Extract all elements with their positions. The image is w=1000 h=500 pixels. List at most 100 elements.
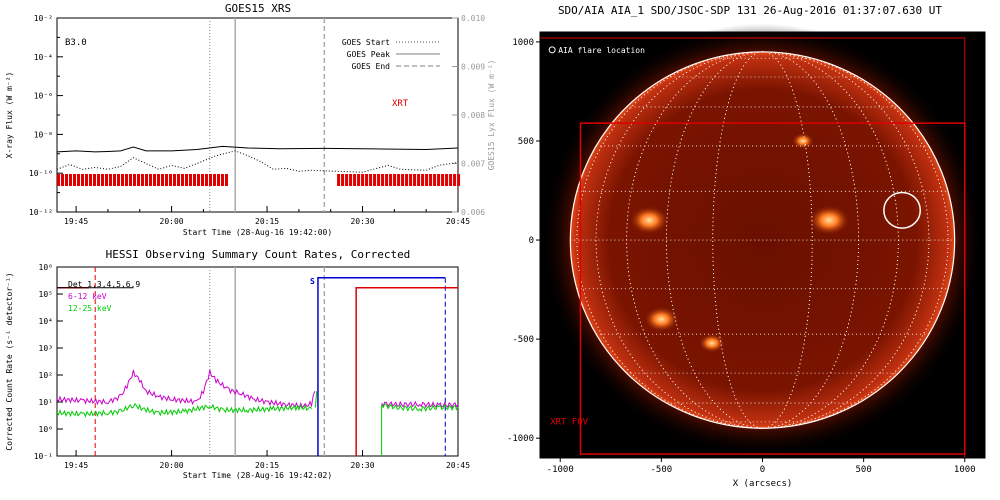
hessi-count-rate-plot: HESSI Observing Summary Count Rates, Cor… [5,250,470,480]
xrt-coverage-tick [145,174,148,186]
x-tick-label: 20:30 [350,461,374,470]
xrt-coverage-tick [401,174,405,186]
xrt-coverage-tick [349,174,353,186]
xrt-coverage-tick [105,174,108,186]
y-tick-label: 0 [529,236,534,246]
xrt-coverage-tick [225,174,228,186]
x-tick-label: 0 [760,465,765,475]
xrt-fov-label: XRT FOV [550,417,589,427]
y-tick-label: 10³ [39,344,53,353]
hessi-tail-series [381,400,459,409]
xrt-coverage-tick [81,174,84,186]
goes-short-channel [56,150,459,173]
saa-label: S [310,277,315,286]
active-region [643,306,679,333]
y2-tick-label: 0.008 [461,111,485,120]
y-tick-label: 10⁻⁶ [34,92,53,101]
y2-tick-label: 0.007 [461,160,485,169]
xrt-coverage-tick [93,174,96,186]
legend-label: GOES End [351,62,390,71]
y-tick-label: 10⁴ [39,317,53,326]
x-tick-label: 20:00 [160,217,184,226]
flare-legend-icon [548,46,556,54]
goes-xrs-plot: GOES15 XRS 10⁻¹² 10⁻¹⁰ 10⁻⁸ 10⁻⁶ 10⁻⁴ 10⁻² 0.00… [5,2,496,237]
flare-location-circle [883,191,922,229]
green-spike [314,391,318,408]
x-tick-label: 1000 [954,465,976,475]
xrt-coverage-tick [185,174,188,186]
x-tick-label: -500 [651,465,673,475]
y-tick-label: 1000 [512,38,534,48]
xrt-coverage-tick [177,174,180,186]
xrt-coverage-tick [405,174,409,186]
xrt-coverage-tick [197,174,200,186]
hessi-tail-series [381,403,459,412]
xrt-coverage-tick [149,174,152,186]
longitude-line [712,51,813,429]
xrt-coverage-tick [445,174,449,186]
xrt-coverage-tick [125,174,128,186]
xrt-coverage-tick [429,174,433,186]
xrt-coverage-tick [153,174,156,186]
y2-tick-label: 0.010 [461,14,485,23]
x-axis-label: Start Time (28-Aug-16 19:42:00) [183,228,332,237]
hessi-series [56,369,316,410]
xrt-coverage-tick [393,174,397,186]
xrt-coverage-tick [209,174,212,186]
x-tick-label: -1000 [547,465,574,475]
goes-long-channel [56,145,459,153]
xrt-coverage-tick [389,174,393,186]
blue-saa-box [317,277,446,456]
xrt-coverage-tick [61,174,64,186]
xrt-coverage-tick [113,174,116,186]
xrt-coverage-tick [89,174,92,186]
x-tick-label: 20:45 [446,461,470,470]
xrt-coverage-tick [201,174,204,186]
x-tick-label: 19:45 [64,461,88,470]
y-tick-label: 500 [518,137,534,147]
xrt-coverage-tick [361,174,365,186]
xrt-coverage-tick [205,174,208,186]
xrt-coverage-tick [397,174,401,186]
y2-tick-label: 0.006 [461,208,485,217]
xrt-coverage-tick [173,174,176,186]
xrt-coverage-tick [413,174,417,186]
limb-circle [569,51,956,429]
longitude-line [666,51,859,429]
aia-sun-image: SDO/AIA AIA_1 SDO/JSOC-SDP 131 26-Aug-20… [507,4,986,489]
xrt-coverage-tick [373,174,377,186]
x-tick-label: 20:45 [446,217,470,226]
y2-axis-label: GOES15 Lyx Flux (W m⁻²) [487,60,496,171]
xrt-coverage-tick [341,174,345,186]
xrt-coverage-tick [157,174,160,186]
xrt-coverage-tick [69,174,72,186]
xrt-coverage-tick [181,174,184,186]
legend-label: GOES Start [342,38,390,47]
xrt-coverage-tick [109,174,112,186]
y-tick-label: 10⁻⁸ [34,130,53,139]
xrt-coverage-tick [221,174,224,186]
xrt-coverage-tick [129,174,132,186]
xrt-coverage-tick [169,174,172,186]
legend-label: Det 1,3,4,5,6,9 [68,280,140,289]
active-region [791,132,814,149]
xrt-coverage-tick [437,174,441,186]
xrt-coverage-tick [73,174,76,186]
x-tick-label: 20:15 [255,461,279,470]
xrt-coverage-tick [189,174,192,186]
xrt-coverage-tick [213,174,216,186]
xrt-coverage-tick [141,174,144,186]
red-night-box [355,287,458,456]
xrt-coverage-tick [409,174,413,186]
x-tick-label: 20:30 [350,217,374,226]
image-title: SDO/AIA AIA_1 SDO/JSOC-SDP 131 26-Aug-20… [558,4,942,17]
y-tick-label: 10⁻¹⁰ [29,169,53,178]
xrt-coverage-tick [133,174,136,186]
y-axis-label: Corrected Count Rate (s⁻¹ detector⁻¹) [5,272,14,450]
xrt-coverage-tick [365,174,369,186]
xrt-coverage-tick [377,174,381,186]
y-tick-label: 10⁵ [39,290,53,299]
legend-label: GOES Peak [347,50,391,59]
y-tick-label: 10⁻² [34,14,53,23]
y-tick-label: -1000 [507,434,534,444]
